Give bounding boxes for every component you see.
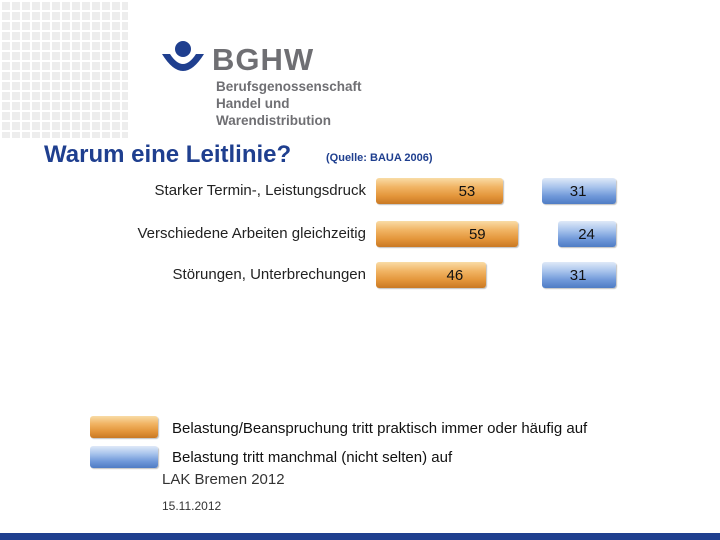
data-label: 59 <box>468 226 486 243</box>
bar-segment-blue <box>541 178 616 204</box>
data-label: 46 <box>446 267 464 284</box>
category-label: Starker Termin-, Leistungsdruck <box>154 182 366 199</box>
bar-segment-blue <box>558 221 616 247</box>
bghw-logo: BGHW Berufsgenossenschaft Handel und War… <box>160 40 380 130</box>
footer-event: LAK Bremen 2012 <box>162 471 285 488</box>
bar-segment-blue <box>541 262 616 288</box>
logo-mark-icon <box>162 41 204 71</box>
bar-segment-orange <box>376 262 487 288</box>
data-label: 53 <box>458 183 476 200</box>
decorative-grid <box>0 0 128 138</box>
bar-segment-orange <box>376 221 518 247</box>
data-label: 31 <box>569 267 587 284</box>
legend-swatch-orange <box>90 416 158 438</box>
logo-subtitle-line: Warendistribution <box>216 113 331 128</box>
source-note: (Quelle: BAUA 2006) <box>326 152 433 164</box>
category-label: Störungen, Unterbrechungen <box>172 266 366 283</box>
data-label: 31 <box>569 183 587 200</box>
bar-segment-orange <box>376 178 504 204</box>
legend-swatch-blue <box>90 446 158 468</box>
slide-title: Warum eine Leitlinie? <box>44 141 292 168</box>
logo-subtitle-line: Berufsgenossenschaft <box>216 79 362 94</box>
bottom-band <box>0 533 720 540</box>
logo-name: BGHW <box>212 42 315 77</box>
legend-label: Belastung/Beanspruchung tritt praktisch … <box>172 420 588 437</box>
footer-date: 15.11.2012 <box>162 499 222 513</box>
legend-label: Belastung tritt manchmal (nicht selten) … <box>172 449 453 466</box>
logo-subtitle: Berufsgenossenschaft Handel und Warendis… <box>216 78 362 129</box>
category-label: Verschiedene Arbeiten gleichzeitig <box>137 225 367 242</box>
logo-subtitle-line: Handel und <box>216 96 290 111</box>
data-label: 24 <box>578 226 595 243</box>
